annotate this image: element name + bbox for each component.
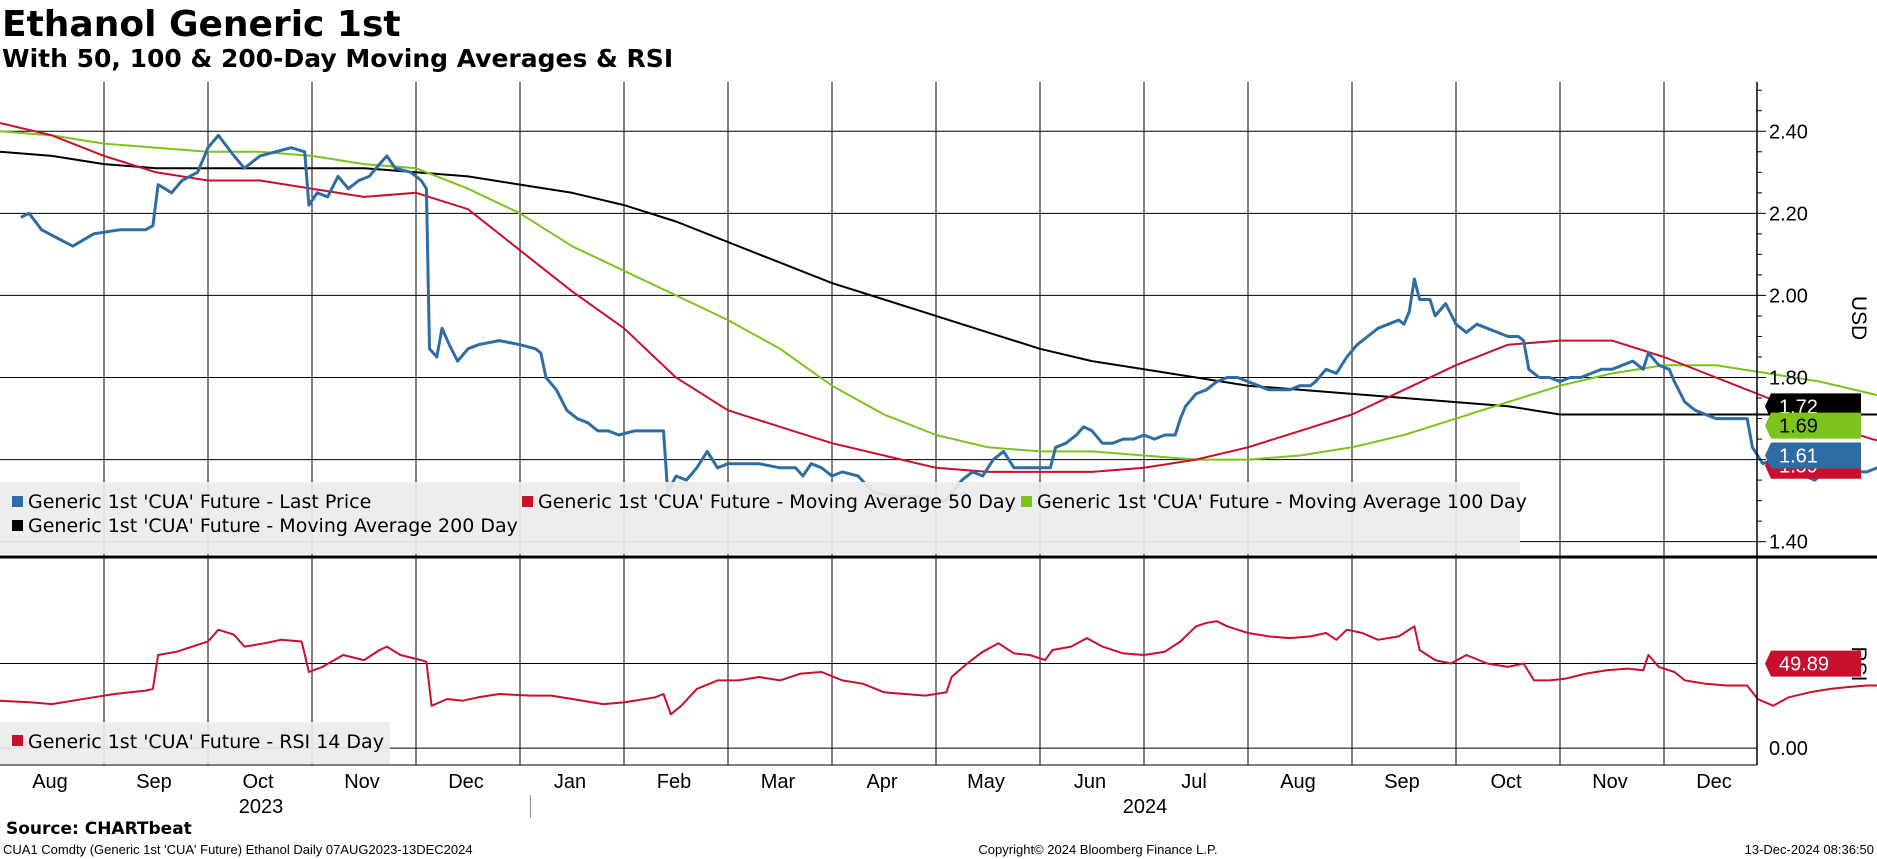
x-tick-label: Aug bbox=[1280, 771, 1316, 793]
legend-swatch bbox=[12, 520, 23, 531]
x-tick-label: Sep bbox=[1384, 771, 1420, 793]
x-tick-label: Mar bbox=[761, 771, 796, 793]
x-tick-label: Nov bbox=[344, 771, 380, 793]
legend-label: Generic 1st 'CUA' Future - Moving Averag… bbox=[538, 491, 1016, 513]
footer-ticker: CUA1 Comdty (Generic 1st 'CUA' Future) E… bbox=[3, 842, 473, 857]
x-tick-label: Sep bbox=[136, 771, 172, 793]
legend-swatch bbox=[1021, 496, 1032, 507]
x-year-label: 2024 bbox=[1123, 796, 1168, 818]
x-tick-label: Dec bbox=[448, 771, 484, 793]
x-tick-label: Aug bbox=[32, 771, 68, 793]
x-tick-label: Jan bbox=[554, 771, 586, 793]
y-axis-title: USD bbox=[1847, 296, 1870, 340]
ma50-line bbox=[0, 122, 1877, 473]
price-line bbox=[20, 133, 1877, 503]
x-tick-label: Jun bbox=[1074, 771, 1106, 793]
x-tick-label: May bbox=[967, 771, 1005, 793]
y-tick-label: 1.80 bbox=[1769, 368, 1808, 390]
chart-title: Ethanol Generic 1st bbox=[2, 4, 401, 45]
x-tick-label: Dec bbox=[1696, 771, 1732, 793]
rsi-line bbox=[0, 620, 1877, 716]
tag-rsi-label: 49.89 bbox=[1779, 654, 1829, 676]
legend-swatch bbox=[522, 496, 533, 507]
legend-label: Generic 1st 'CUA' Future - RSI 14 Day bbox=[28, 731, 384, 753]
legend-label: Generic 1st 'CUA' Future - Moving Averag… bbox=[28, 515, 518, 537]
x-tick-label: Jul bbox=[1181, 771, 1207, 793]
rsi-legend-box bbox=[0, 722, 390, 764]
ma100-line bbox=[0, 130, 1877, 461]
chart-subtitle: With 50, 100 & 200-Day Moving Averages &… bbox=[2, 44, 673, 73]
legends: Generic 1st 'CUA' Future - Last Price Gen… bbox=[0, 482, 1527, 764]
x-tick-label: Apr bbox=[866, 771, 897, 793]
y-tick-label: 1.40 bbox=[1769, 532, 1808, 554]
x-year-label: 2023 bbox=[239, 796, 284, 818]
source-note: Source: CHARTbeat bbox=[6, 819, 192, 839]
axes: 2.402.202.001.801.400.00USDRSIAugSepOctN… bbox=[0, 82, 1870, 818]
price-legend-box bbox=[0, 482, 1520, 554]
legend-label: Generic 1st 'CUA' Future - Moving Averag… bbox=[1037, 491, 1527, 513]
tag-price-label: 1.61 bbox=[1779, 445, 1818, 467]
footer-timestamp: 13-Dec-2024 08:36:50 bbox=[1745, 842, 1874, 857]
x-tick-label: Oct bbox=[242, 771, 274, 793]
ma200-line bbox=[0, 150, 1877, 416]
series bbox=[0, 122, 1877, 716]
legend-swatch bbox=[12, 496, 23, 507]
legend-swatch bbox=[12, 735, 23, 746]
footer-copyright: Copyright© 2024 Bloomberg Finance L.P. bbox=[978, 842, 1217, 857]
x-tick-label: Feb bbox=[657, 771, 691, 793]
y-tick-label: 2.40 bbox=[1769, 121, 1808, 143]
y-tick-label: 2.20 bbox=[1769, 203, 1808, 225]
x-tick-label: Nov bbox=[1592, 771, 1628, 793]
tag-price bbox=[1765, 442, 1861, 469]
x-tick-label: Oct bbox=[1490, 771, 1522, 793]
legend-label: Generic 1st 'CUA' Future - Last Price bbox=[28, 491, 371, 513]
y-tick-label: 2.00 bbox=[1769, 285, 1808, 307]
tag-rsi bbox=[1765, 650, 1861, 677]
y-tick-label: 0.00 bbox=[1769, 738, 1808, 760]
tag-ma100 bbox=[1765, 412, 1861, 439]
tag-ma100-label: 1.69 bbox=[1779, 416, 1818, 438]
